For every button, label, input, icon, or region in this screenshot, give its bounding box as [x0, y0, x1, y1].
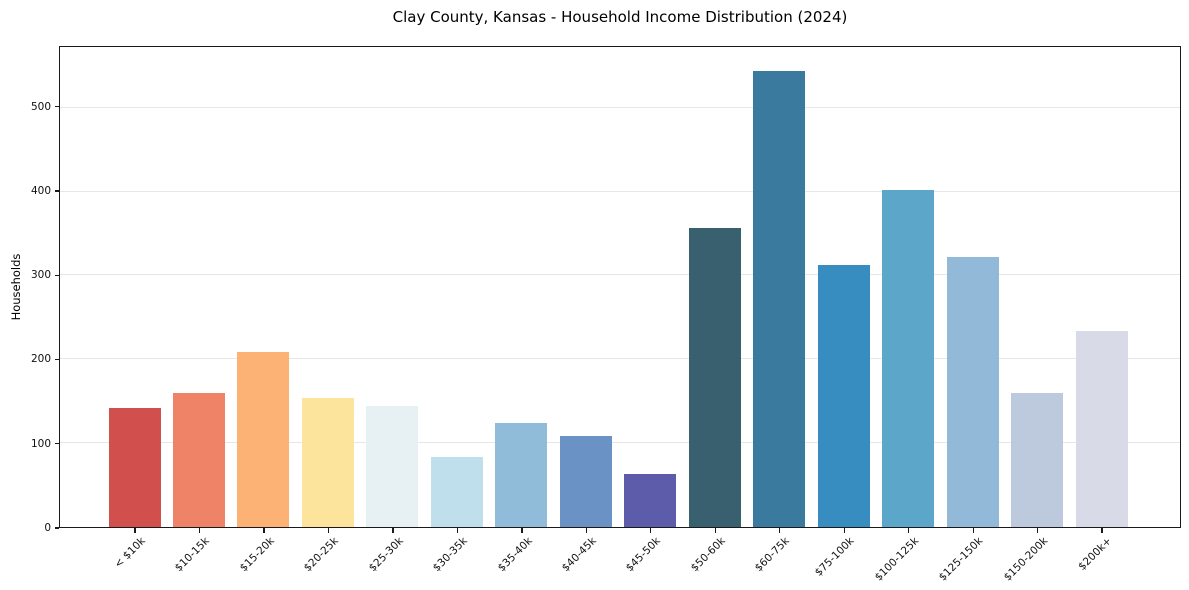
x-tick-$45-50k	[650, 528, 652, 533]
y-tick-label-200: 200	[30, 353, 51, 366]
bar-$25-30k	[366, 405, 419, 527]
bar-$30-35k	[430, 456, 483, 527]
y-tick-200	[55, 358, 59, 361]
x-tick-$15-20k	[263, 528, 265, 533]
gridline-200	[60, 358, 1180, 360]
x-tick-$35-40k	[521, 528, 523, 533]
bar-$35-40k	[495, 423, 548, 527]
x-tick-$50-60k	[714, 528, 716, 533]
x-tick-$25-30k	[392, 528, 394, 533]
x-tick-$60-75k	[779, 528, 781, 533]
bar-$50-60k	[688, 228, 741, 527]
y-tick-400	[55, 190, 59, 192]
bar-$200k+	[1075, 331, 1128, 527]
x-tick-$10-15k	[198, 528, 201, 533]
bar-$125-150k	[946, 257, 999, 527]
gridline-100	[60, 441, 1180, 443]
y-tick-label-100: 100	[30, 437, 51, 450]
bar-$20-25k	[301, 398, 354, 527]
x-tick-$200k+	[1101, 528, 1103, 533]
bar-$75-100k	[817, 264, 870, 527]
bar-$150-200k	[1011, 393, 1064, 527]
y-tick-label-400: 400	[30, 184, 51, 197]
plot-area	[59, 46, 1181, 528]
bar-$45-50k	[624, 474, 677, 527]
chart-title: Clay County, Kansas - Household Income D…	[392, 8, 848, 26]
y-tick-label-0: 0	[44, 522, 51, 534]
y-tick-label-300: 300	[30, 269, 51, 282]
x-tick-$30-35k	[456, 528, 459, 533]
y-tick-0	[55, 527, 59, 529]
bar-$15-20k	[237, 351, 290, 527]
x-tick-< $10k	[134, 528, 136, 533]
y-tick-100	[55, 443, 59, 445]
x-tick-$125-150k	[972, 528, 974, 533]
bar-$60-75k	[753, 70, 806, 527]
gridline-500	[60, 106, 1180, 108]
bar-$100-125k	[882, 190, 935, 527]
y-tick-500	[55, 106, 59, 108]
x-tick-$40-45k	[585, 528, 587, 533]
y-axis-label: Households	[9, 253, 23, 321]
gridline-300	[60, 274, 1180, 276]
x-tick-$100-125k	[908, 528, 910, 533]
bar-$10-15k	[172, 393, 225, 527]
bar-< $10k	[108, 408, 161, 527]
x-tick-$75-100k	[843, 528, 845, 533]
gridline-400	[60, 190, 1180, 192]
x-tick-$150-200k	[1036, 528, 1039, 533]
x-tick-$20-25k	[327, 528, 330, 533]
y-tick-300	[55, 274, 59, 276]
y-tick-label-500: 500	[30, 100, 51, 113]
bar-$40-45k	[559, 435, 612, 527]
